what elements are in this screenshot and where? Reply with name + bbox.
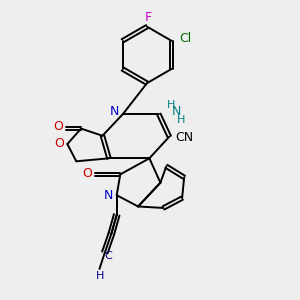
Text: Cl: Cl — [180, 32, 192, 45]
Text: O: O — [82, 167, 92, 180]
Text: N: N — [104, 189, 113, 202]
Text: H: H — [96, 271, 104, 281]
Text: CN: CN — [175, 131, 193, 144]
Text: O: O — [53, 120, 63, 133]
Text: N: N — [172, 106, 181, 118]
Text: F: F — [145, 11, 152, 24]
Text: H: H — [167, 100, 175, 110]
Text: C: C — [104, 251, 112, 261]
Text: H: H — [177, 115, 186, 125]
Text: O: O — [54, 137, 64, 150]
Text: N: N — [110, 106, 119, 118]
